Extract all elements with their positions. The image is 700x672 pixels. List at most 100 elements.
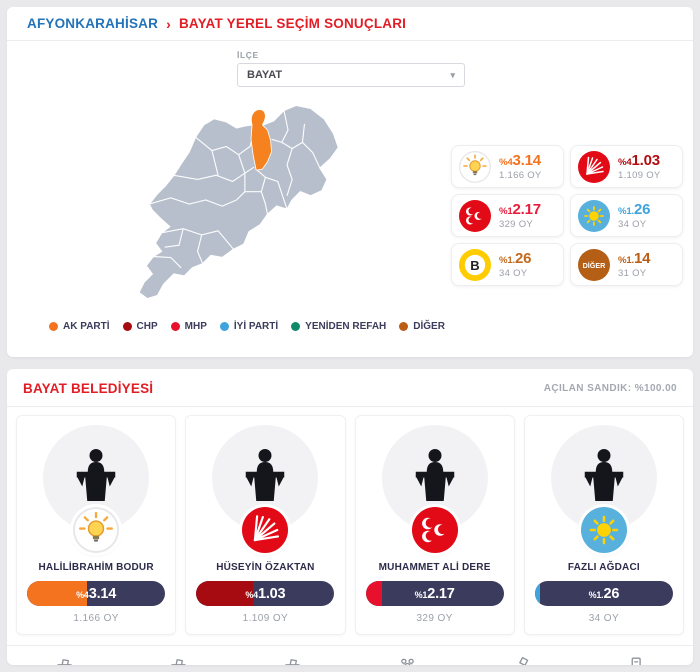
candidate-card-2: HÜSEYİN ÖZAKTAN %41.03 1.109 OY [185,415,346,635]
candidate-card-4: FAZLI AĞDACI %1.26 34 OY [523,415,684,635]
legend-label: YENİDEN REFAH [305,321,387,332]
ballot-box-icon [281,654,304,665]
party-percent: %12.17 [499,201,541,218]
candidate-name: MUHAMMET ALİ DERE [378,562,491,573]
svg-text:B: B [470,257,479,272]
akparti-logo-icon [459,150,491,183]
district-select[interactable]: BAYAT ▾ [237,63,465,87]
party-votes: 31 OY [618,268,647,279]
highlighted-district-bayat [250,109,273,171]
stat-kullanilan-oy: KULLANILAN OY 2.840 [464,654,578,665]
bbp-logo-icon: B [459,248,491,281]
municipality-header: BAYAT BELEDİYESİ AÇILAN SANDIK: %100.00 [7,369,693,407]
candidate-cards: HALİLİBRAHİM BODUR %43.14 1.166 OY HÜSEY… [7,407,693,645]
mhp-logo-icon [459,199,491,232]
breadcrumb-province-link[interactable]: AFYONKARAHİSAR [27,16,159,31]
party-results-grid: %43.14 1.166 OY %41.03 1.109 OY %12.17 329 … [451,145,683,286]
district-borders [149,110,321,269]
legend-item-diger: DİĞER [399,321,445,332]
district-filter-label: İLÇE [237,50,259,60]
legend-dot-icon [170,322,180,331]
candidate-votes: 34 OY [588,613,620,624]
candidate-percent: %12.17 [414,585,455,602]
candidate-votes: 1.166 OY [73,613,119,624]
voters-icon [396,654,419,665]
party-votes: 329 OY [499,219,534,230]
legend-item-chp: CHP [122,321,158,332]
municipality-results-panel: BAYAT BELEDİYESİ AÇILAN SANDIK: %100.00 … [7,369,693,665]
party-votes: 1.109 OY [618,170,661,181]
district-select-value: BAYAT [247,69,283,81]
iyiparti-logo-icon [580,507,627,553]
candidate-percent: %41.03 [245,585,286,602]
candidate-percent: %43.14 [76,585,117,602]
party-result-card-diger: DİĞER %1.14 31 OY [570,243,683,286]
diger-logo-icon: DİĞER [578,248,610,281]
vote-percent-bar: %1.26 [534,581,673,606]
party-percent: %43.14 [499,152,541,169]
stat-toplam-secmen: TOPLAM SEÇMEN 3.274 [350,654,464,665]
legend-label: İYİ PARTİ [233,321,279,332]
candidate-votes: 329 OY [416,613,453,624]
province-map[interactable] [111,93,353,311]
candidate-name: HÜSEYİN ÖZAKTAN [216,562,315,573]
party-result-card-mhp: %12.17 329 OY [451,194,564,237]
party-votes: 1.166 OY [499,170,542,181]
vote-percent-bar-fill [27,581,87,606]
chp-logo-icon [578,150,610,183]
vote-percent-bar-fill [365,581,383,606]
chp-logo-icon [242,507,289,553]
legend-dot-icon [399,322,409,331]
podium-person-icon [405,446,465,511]
vote-percent-bar: %41.03 [196,581,335,606]
podium-person-icon [235,446,295,511]
vote-percent-bar: %43.14 [27,581,166,606]
legend-item-mhp: MHP [170,321,207,332]
valid-vote-icon [624,654,647,665]
stat-gecerli-oy: GEÇERLİ OY 2.703 [579,654,693,665]
page-title: BAYAT YEREL SEÇİM SONUÇLARI [178,16,407,31]
candidate-name: FAZLI AĞDACI [567,562,640,573]
legend-dot-icon [219,322,229,331]
party-result-card-iyiparti: %1.26 34 OY [570,194,683,237]
stat-acilan-sandik-orani: AÇILAN SANDIK ORANI %100.00 [236,654,350,665]
cast-vote-icon [510,654,533,665]
vote-percent-bar-fill [196,581,253,606]
chevron-right-icon: › [166,15,171,32]
stats-row: TOPLAM SANDIK 11 AÇILAN SANDIK 11 AÇILAN… [7,645,693,665]
municipality-title: BAYAT BELEDİYESİ [23,381,154,396]
legend-item-yenidenrefah: YENİDEN REFAH [291,321,386,332]
legend-dot-icon [291,322,301,331]
opened-ballot-info: AÇILAN SANDIK: %100.00 [543,383,677,394]
svg-text:DİĞER: DİĞER [583,260,607,269]
podium-person-icon [574,446,634,511]
stat-toplam-sandik: TOPLAM SANDIK 11 [7,654,121,665]
party-result-card-akparti: %43.14 1.166 OY [451,145,564,188]
party-percent: %1.14 [618,250,651,267]
party-percent: %1.26 [618,201,651,218]
district-filter: İLÇE BAYAT ▾ [237,50,465,87]
map-legend: AK PARTİ CHP MHP İYİ PARTİ YENİDEN REFAH… [7,321,487,332]
party-result-card-chp: %41.03 1.109 OY [570,145,683,188]
legend-label: DİĞER [413,321,445,332]
vote-percent-bar-fill [534,581,541,606]
candidate-votes: 1.109 OY [242,613,289,624]
stat-acilan-sandik: AÇILAN SANDIK 11 [121,654,235,665]
legend-dot-icon [49,322,59,331]
legend-label: AK PARTİ [63,321,110,332]
party-votes: 34 OY [618,219,647,230]
ballot-box-icon [53,654,76,665]
vote-percent-bar: %12.17 [365,581,504,606]
legend-label: CHP [136,321,158,332]
candidate-name: HALİLİBRAHİM BODUR [38,562,154,573]
podium-person-icon [66,446,126,511]
election-overview-panel: AFYONKARAHİSAR › BAYAT YEREL SEÇİM SONUÇ… [7,7,693,357]
mhp-logo-icon [411,507,458,553]
party-percent: %41.03 [618,152,660,169]
legend-item-iyiparti: İYİ PARTİ [219,321,279,332]
akparti-logo-icon [73,507,120,553]
party-votes: 34 OY [499,268,528,279]
iyiparti-logo-icon [578,199,610,232]
candidate-card-1: HALİLİBRAHİM BODUR %43.14 1.166 OY [16,415,177,635]
candidate-card-3: MUHAMMET ALİ DERE %12.17 329 OY [354,415,515,635]
